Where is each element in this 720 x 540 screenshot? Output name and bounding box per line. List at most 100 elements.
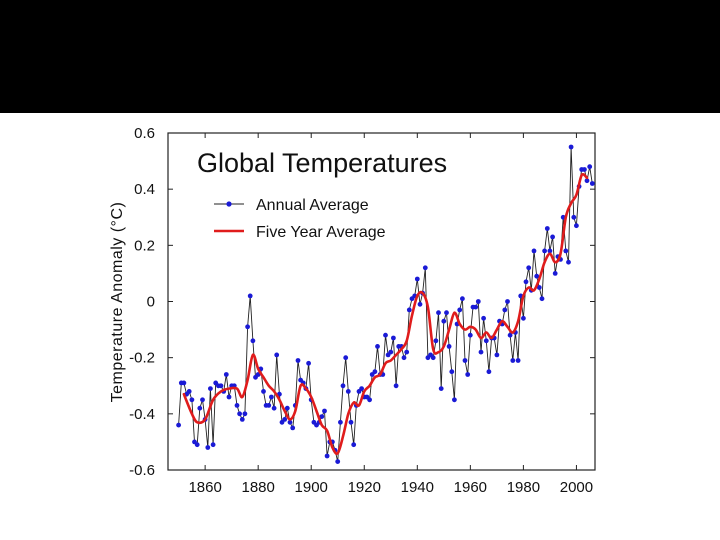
annual-data-point	[510, 358, 516, 363]
legend-five-year-label: Five Year Average	[256, 224, 386, 241]
annual-data-point	[523, 279, 529, 285]
annual-data-point	[205, 445, 211, 450]
annual-data-point	[372, 369, 378, 375]
annual-data-point	[266, 403, 272, 408]
annual-data-point	[223, 372, 229, 377]
annual-data-point	[391, 335, 396, 341]
annual-data-point	[388, 349, 394, 355]
x-tick-label: 1940	[401, 479, 434, 496]
annual-data-point	[335, 459, 341, 464]
y-tick-label: -0.4	[129, 406, 155, 423]
annual-data-point	[181, 380, 187, 386]
annual-data-point	[271, 405, 277, 411]
annual-data-point	[438, 386, 444, 391]
annual-data-point	[274, 352, 280, 358]
annual-data-point	[457, 307, 463, 313]
annual-data-point	[404, 349, 410, 355]
annual-data-point	[406, 307, 412, 313]
y-axis-ticks: 0.6 0.4 0.2 0 -0.2 -0.4 -0.6	[129, 125, 595, 479]
annual-data-point	[452, 397, 457, 403]
plot-frame	[167, 132, 596, 471]
annual-data-point	[393, 383, 399, 389]
annual-data-point	[446, 344, 452, 349]
x-tick-label: 2000	[560, 479, 593, 496]
annual-data-point	[234, 403, 240, 408]
annual-data-point	[245, 324, 251, 330]
annual-data-point	[290, 425, 296, 431]
annual-data-point	[566, 259, 571, 265]
annual-data-point	[430, 355, 436, 361]
y-tick-label: 0.6	[134, 125, 155, 142]
annual-data-point	[478, 349, 484, 355]
annual-data-point	[284, 405, 290, 411]
annual-data-point	[348, 419, 354, 425]
annual-data-point	[319, 414, 325, 419]
annual-data-point	[521, 315, 526, 321]
annual-data-point	[582, 167, 587, 172]
annual-data-point	[547, 248, 553, 254]
annual-data-point	[467, 332, 473, 338]
annual-data-point	[189, 397, 195, 403]
annual-data-point	[462, 358, 468, 363]
annual-data-point	[552, 271, 558, 276]
annual-data-point	[526, 265, 532, 271]
legend-annual-label: Annual Average	[256, 197, 369, 214]
annual-data-point	[367, 397, 372, 403]
x-axis-ticks: 1860 1880 1900 1920 1940 1960 1980 2000	[188, 133, 593, 496]
legend-annual-marker	[226, 201, 232, 207]
annual-data-point	[226, 394, 232, 400]
annual-data-point	[587, 164, 593, 170]
y-tick-label: 0.4	[134, 181, 155, 198]
annual-data-point	[486, 369, 492, 375]
chart-title: Global Temperatures	[197, 148, 447, 178]
annual-data-point	[176, 422, 182, 428]
annual-data-point	[505, 299, 510, 304]
annual-data-point	[186, 389, 192, 394]
annual-data-point	[306, 360, 311, 366]
annual-data-point	[237, 411, 243, 417]
annual-data-point	[433, 338, 439, 344]
annual-data-point	[210, 442, 216, 448]
annual-data-point	[515, 358, 521, 363]
x-tick-label: 1920	[348, 479, 381, 496]
annual-data-point	[324, 453, 330, 459]
annual-data-point	[494, 352, 500, 358]
legend: Annual Average Five Year Average	[214, 197, 386, 241]
y-tick-label: 0.2	[134, 237, 155, 254]
x-tick-label: 1980	[507, 479, 540, 496]
annual-data-point	[436, 310, 441, 316]
annual-data-point	[414, 276, 420, 282]
annual-data-point	[534, 273, 540, 279]
annual-data-point	[481, 315, 486, 321]
annual-data-point	[340, 383, 346, 389]
y-tick-label: -0.2	[129, 350, 155, 367]
annual-data-point	[322, 408, 327, 414]
annual-data-point	[502, 307, 508, 313]
five-year-average-line	[182, 173, 589, 455]
annual-data-point	[584, 178, 590, 184]
y-tick-label: 0	[147, 294, 155, 311]
annual-data-point	[194, 442, 200, 448]
annual-data-point	[343, 355, 349, 361]
annual-data-point	[542, 248, 547, 254]
annual-data-point	[417, 301, 423, 307]
annual-data-point	[282, 417, 288, 422]
annual-data-point	[536, 285, 542, 290]
annual-data-point	[383, 332, 388, 338]
annual-data-point	[589, 181, 595, 186]
x-tick-label: 1880	[241, 479, 274, 496]
annual-data-point	[531, 248, 537, 254]
annual-data-point	[550, 234, 555, 240]
x-tick-label: 1860	[188, 479, 221, 496]
y-axis-label: Temperature Anomaly (°C)	[109, 202, 126, 403]
annual-data-point	[247, 293, 253, 299]
annual-data-point	[200, 397, 205, 403]
annual-data-point	[571, 214, 577, 220]
annual-data-point	[441, 318, 447, 324]
annual-data-point	[475, 299, 481, 304]
annual-data-point	[261, 389, 266, 394]
top-black-band	[0, 0, 720, 113]
annual-data-point	[563, 248, 569, 254]
x-tick-label: 1900	[295, 479, 328, 496]
